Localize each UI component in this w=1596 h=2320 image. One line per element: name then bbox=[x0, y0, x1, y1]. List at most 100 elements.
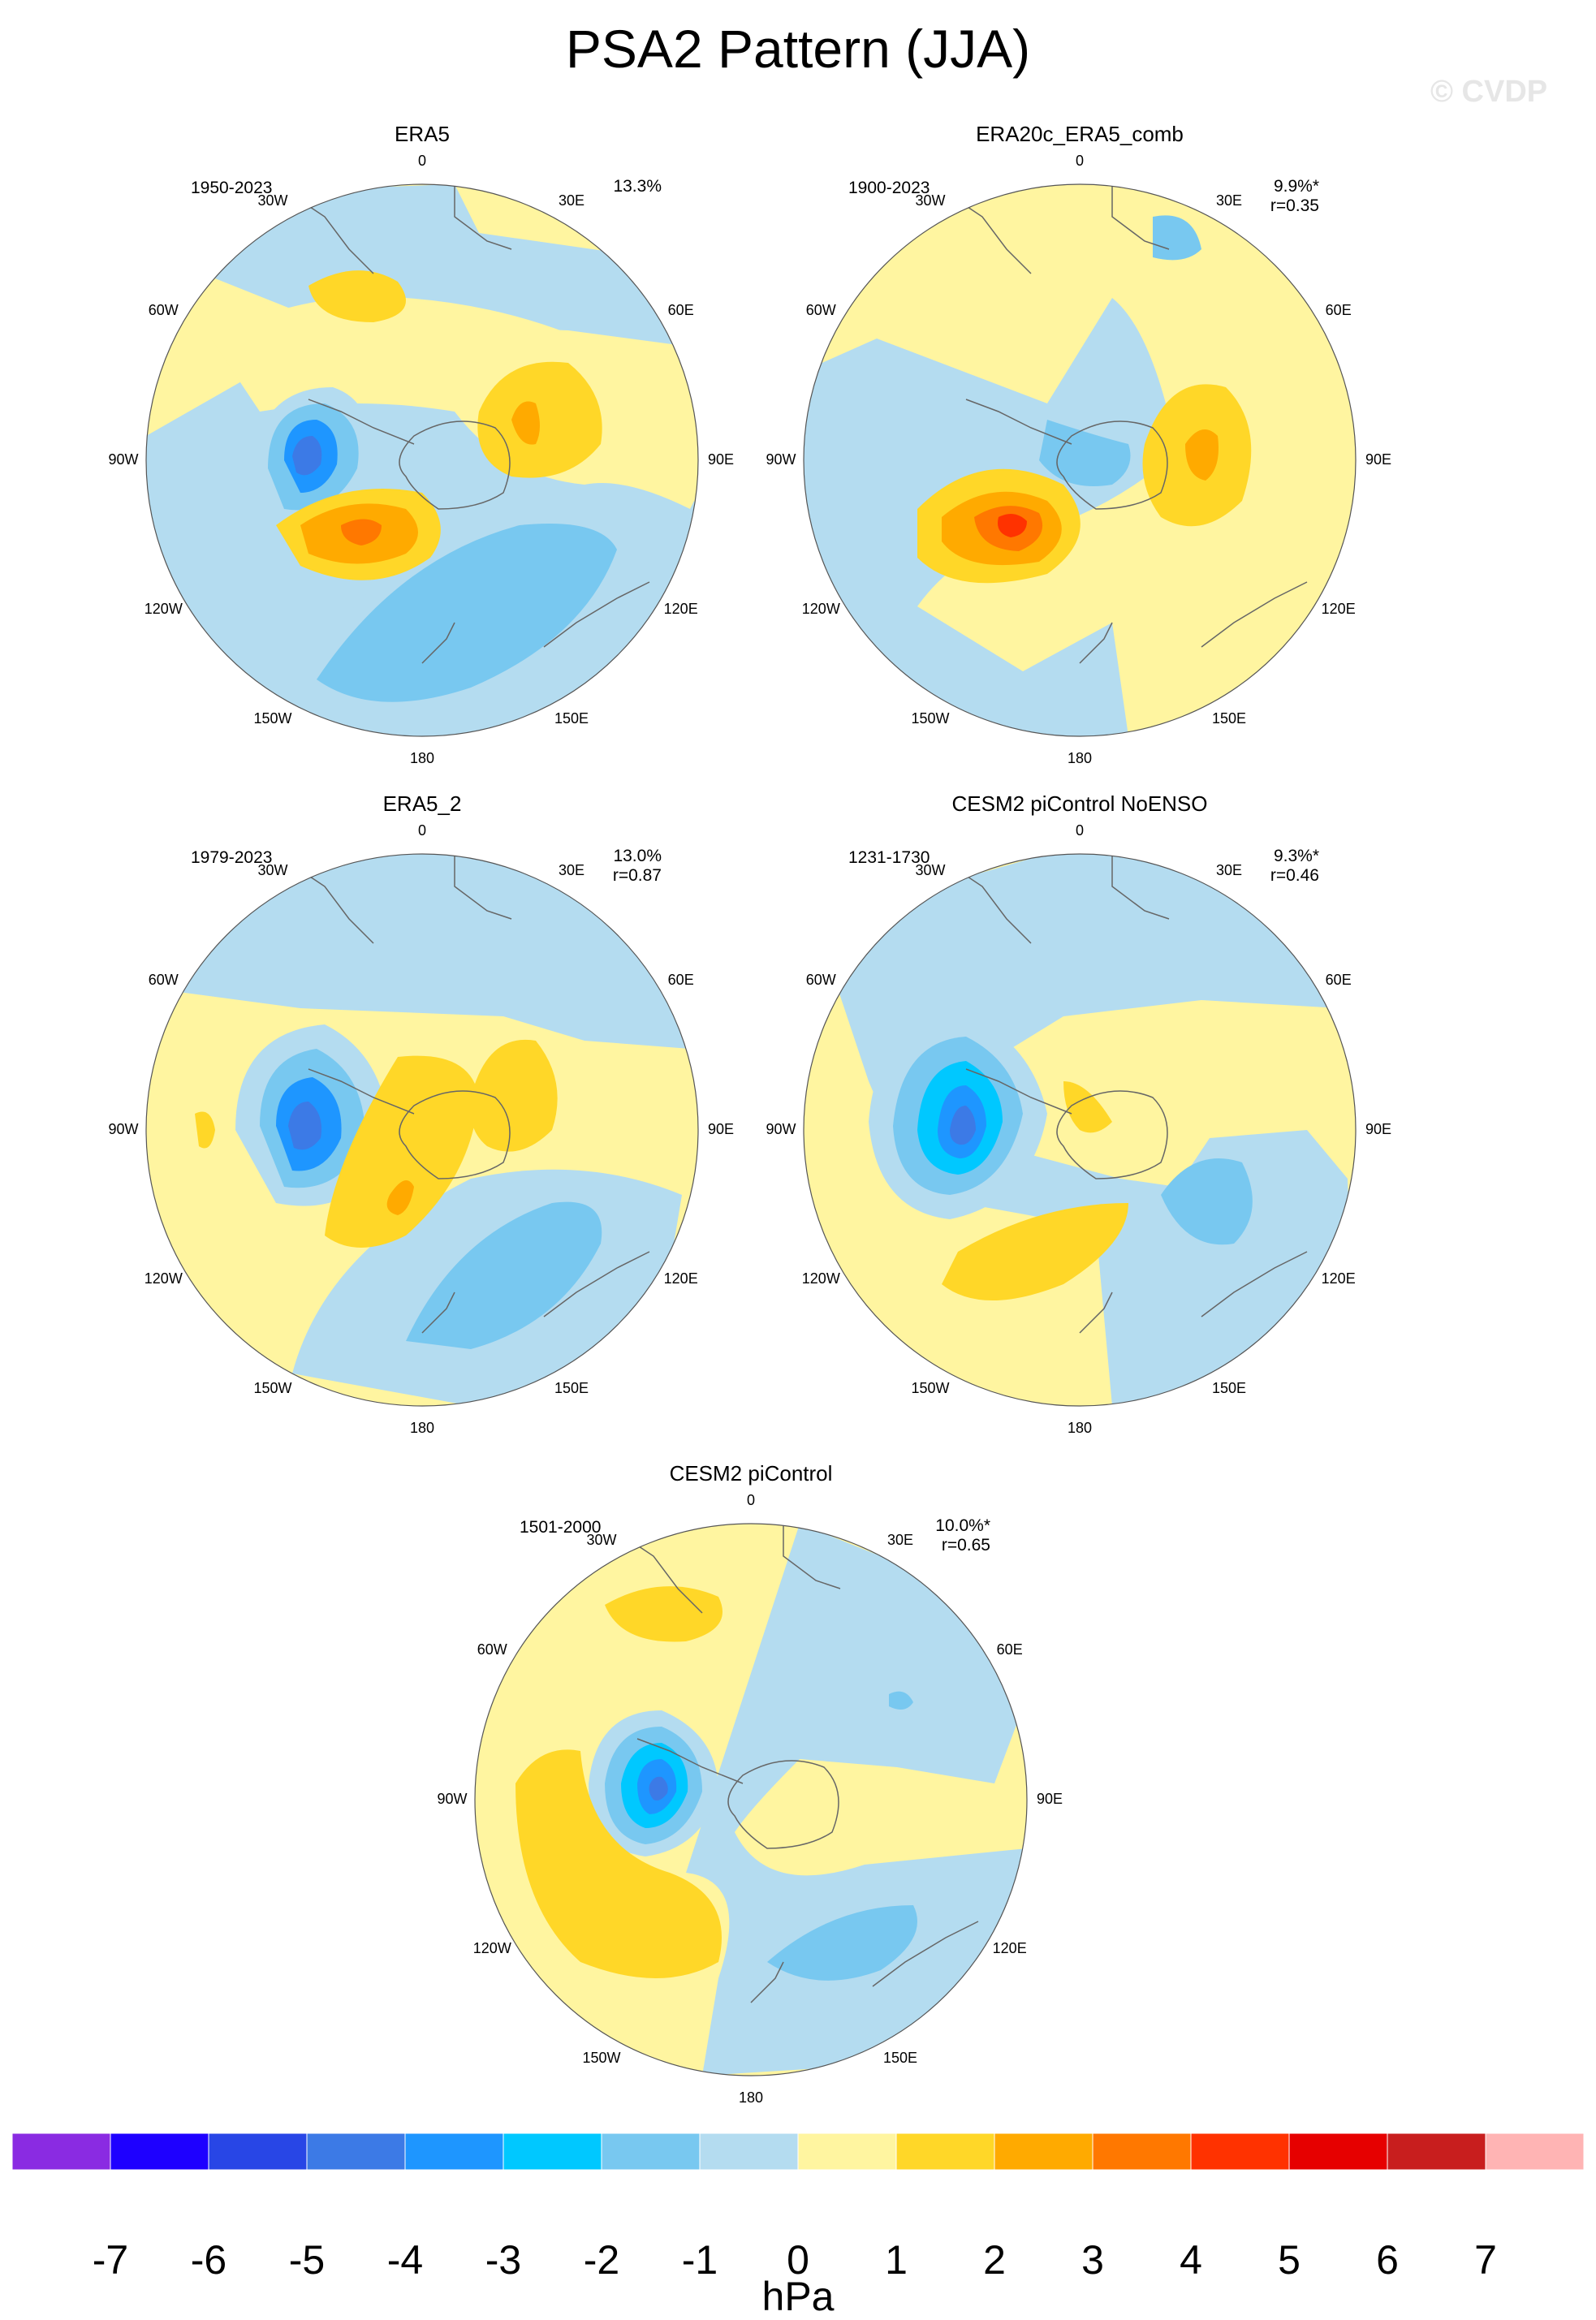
longitude-label: 150W bbox=[582, 2049, 621, 2066]
colorbar-swatch bbox=[503, 2132, 602, 2171]
colorbar-tick-label: 2 bbox=[983, 2237, 1006, 2283]
coastline bbox=[965, 1068, 1072, 1115]
anomaly-contour bbox=[477, 361, 602, 478]
colorbar-tick-label: -2 bbox=[583, 2237, 620, 2283]
anomaly-contour bbox=[288, 1102, 321, 1150]
longitude-label: 60W bbox=[805, 972, 836, 988]
coastline bbox=[300, 869, 374, 944]
longitude-label: 120E bbox=[1321, 1270, 1356, 1287]
panel-title: ERA5 bbox=[395, 122, 450, 146]
coastline bbox=[399, 420, 511, 510]
polar-map bbox=[145, 183, 699, 737]
anomaly-contour bbox=[325, 1055, 479, 1248]
longitude-label: 90W bbox=[108, 451, 139, 468]
coastline bbox=[421, 622, 455, 664]
colorbar-tick-label: -6 bbox=[190, 2237, 227, 2283]
colorbar-swatch bbox=[1190, 2132, 1290, 2171]
cvdp-watermark: © CVDP bbox=[1430, 75, 1548, 109]
coastline bbox=[628, 1539, 703, 1614]
coastline bbox=[308, 399, 415, 445]
anomaly-contour bbox=[605, 1586, 723, 1642]
longitude-label: 0 bbox=[746, 1492, 755, 1508]
longitude-label: 150W bbox=[253, 709, 292, 727]
anomaly-contour bbox=[511, 401, 540, 445]
longitude-label: 120E bbox=[663, 601, 698, 617]
coastline bbox=[1056, 420, 1168, 510]
polar-map bbox=[803, 183, 1357, 737]
polar-map bbox=[474, 1523, 1028, 2076]
map-panel: ERA5 1950-2023 13.3% 0 30E 60E 90E 120E 150E 180 1… bbox=[73, 122, 771, 787]
longitude-label: 120W bbox=[801, 1270, 840, 1287]
coastline bbox=[454, 184, 512, 250]
panel-variance-pct: 10.0%* bbox=[935, 1516, 990, 1535]
anomaly-contour bbox=[470, 1039, 558, 1152]
panel-period: 1979-2023 bbox=[191, 848, 273, 867]
map-boundary bbox=[145, 183, 699, 737]
longitude-label: 120W bbox=[144, 601, 183, 617]
coastline bbox=[543, 581, 650, 648]
anomaly-contour bbox=[515, 1749, 722, 1978]
longitude-label: 180 bbox=[1067, 750, 1093, 766]
colorbar-units: hPa bbox=[761, 2274, 835, 2319]
longitude-label: 30W bbox=[257, 192, 288, 209]
longitude-label: 30E bbox=[1215, 862, 1243, 879]
coastline bbox=[965, 399, 1072, 445]
map-panel: ERA5_2 1979-2023 13.0% r=0.87 0 30E 60E 90E 120E… bbox=[73, 791, 771, 1457]
anomaly-contour bbox=[836, 854, 1356, 1406]
colorbar-tick-label: 7 bbox=[1474, 2237, 1497, 2283]
anomaly-contour bbox=[942, 1203, 1128, 1300]
map-boundary bbox=[145, 853, 699, 1407]
longitude-label: 180 bbox=[409, 750, 435, 766]
longitude-label: 0 bbox=[417, 822, 426, 839]
coastline bbox=[750, 1961, 784, 2003]
colorbar-swatch bbox=[110, 2132, 209, 2171]
longitude-label: 0 bbox=[1075, 822, 1084, 839]
longitude-label: 90W bbox=[108, 1121, 139, 1137]
longitude-label: 150E bbox=[1211, 709, 1247, 727]
longitude-label: 60W bbox=[148, 972, 179, 988]
anomaly-contour bbox=[998, 514, 1027, 537]
anomaly-contour bbox=[308, 270, 406, 322]
panel-variance-pct: 9.3%* bbox=[1273, 847, 1319, 865]
longitude-label: 60E bbox=[1325, 972, 1352, 988]
panel-title: ERA20c_ERA5_comb bbox=[976, 122, 1184, 146]
longitude-label: 150E bbox=[554, 709, 589, 727]
coastline bbox=[1111, 854, 1170, 920]
longitude-label: 90E bbox=[1036, 1791, 1063, 1807]
map-panel: ERA20c_ERA5_comb 1900-2023 9.9%* r=0.35 0 30E… bbox=[731, 122, 1429, 787]
coastline bbox=[399, 1090, 511, 1179]
anomaly-contour bbox=[1153, 215, 1201, 261]
longitude-label: 30W bbox=[915, 192, 946, 209]
polar-map bbox=[145, 853, 699, 1407]
colorbar-swatch bbox=[208, 2132, 308, 2171]
map-panel: CESM2 piControl 1501-2000 10.0%* r=0.65 0 30E… bbox=[402, 1461, 1100, 2127]
coastline bbox=[308, 1068, 415, 1115]
panel-title: ERA5_2 bbox=[382, 791, 462, 816]
longitude-label: 120W bbox=[801, 601, 840, 617]
colorbar-tick-label: -3 bbox=[485, 2237, 522, 2283]
panel-period: 1231-1730 bbox=[848, 848, 930, 867]
longitude-label: 30W bbox=[257, 862, 288, 879]
colorbar-tick-label: -4 bbox=[386, 2237, 424, 2283]
anomaly-contour bbox=[195, 1111, 215, 1149]
colorbar-swatch bbox=[404, 2132, 504, 2171]
coastline bbox=[1079, 1292, 1113, 1334]
longitude-label: 120W bbox=[144, 1270, 183, 1287]
anomaly-contour bbox=[386, 1180, 414, 1215]
anomaly-contour bbox=[1161, 1158, 1253, 1245]
anomaly-contour bbox=[1039, 420, 1131, 486]
longitude-label: 30W bbox=[915, 862, 946, 879]
polar-map bbox=[803, 853, 1357, 1407]
longitude-label: 0 bbox=[1075, 153, 1084, 169]
colorbar-tick-label: -5 bbox=[288, 2237, 326, 2283]
longitude-label: 120E bbox=[1321, 601, 1356, 617]
coastline bbox=[1201, 1251, 1308, 1317]
longitude-label: 60E bbox=[1325, 302, 1352, 318]
coastline bbox=[454, 854, 512, 920]
panel-variance-pct: 13.3% bbox=[613, 177, 662, 196]
panel-period: 1950-2023 bbox=[191, 179, 273, 197]
colorbar-tick-label: 1 bbox=[885, 2237, 908, 2283]
coastline bbox=[957, 869, 1032, 944]
colorbar-swatch bbox=[11, 2132, 111, 2171]
coastline bbox=[957, 200, 1032, 274]
